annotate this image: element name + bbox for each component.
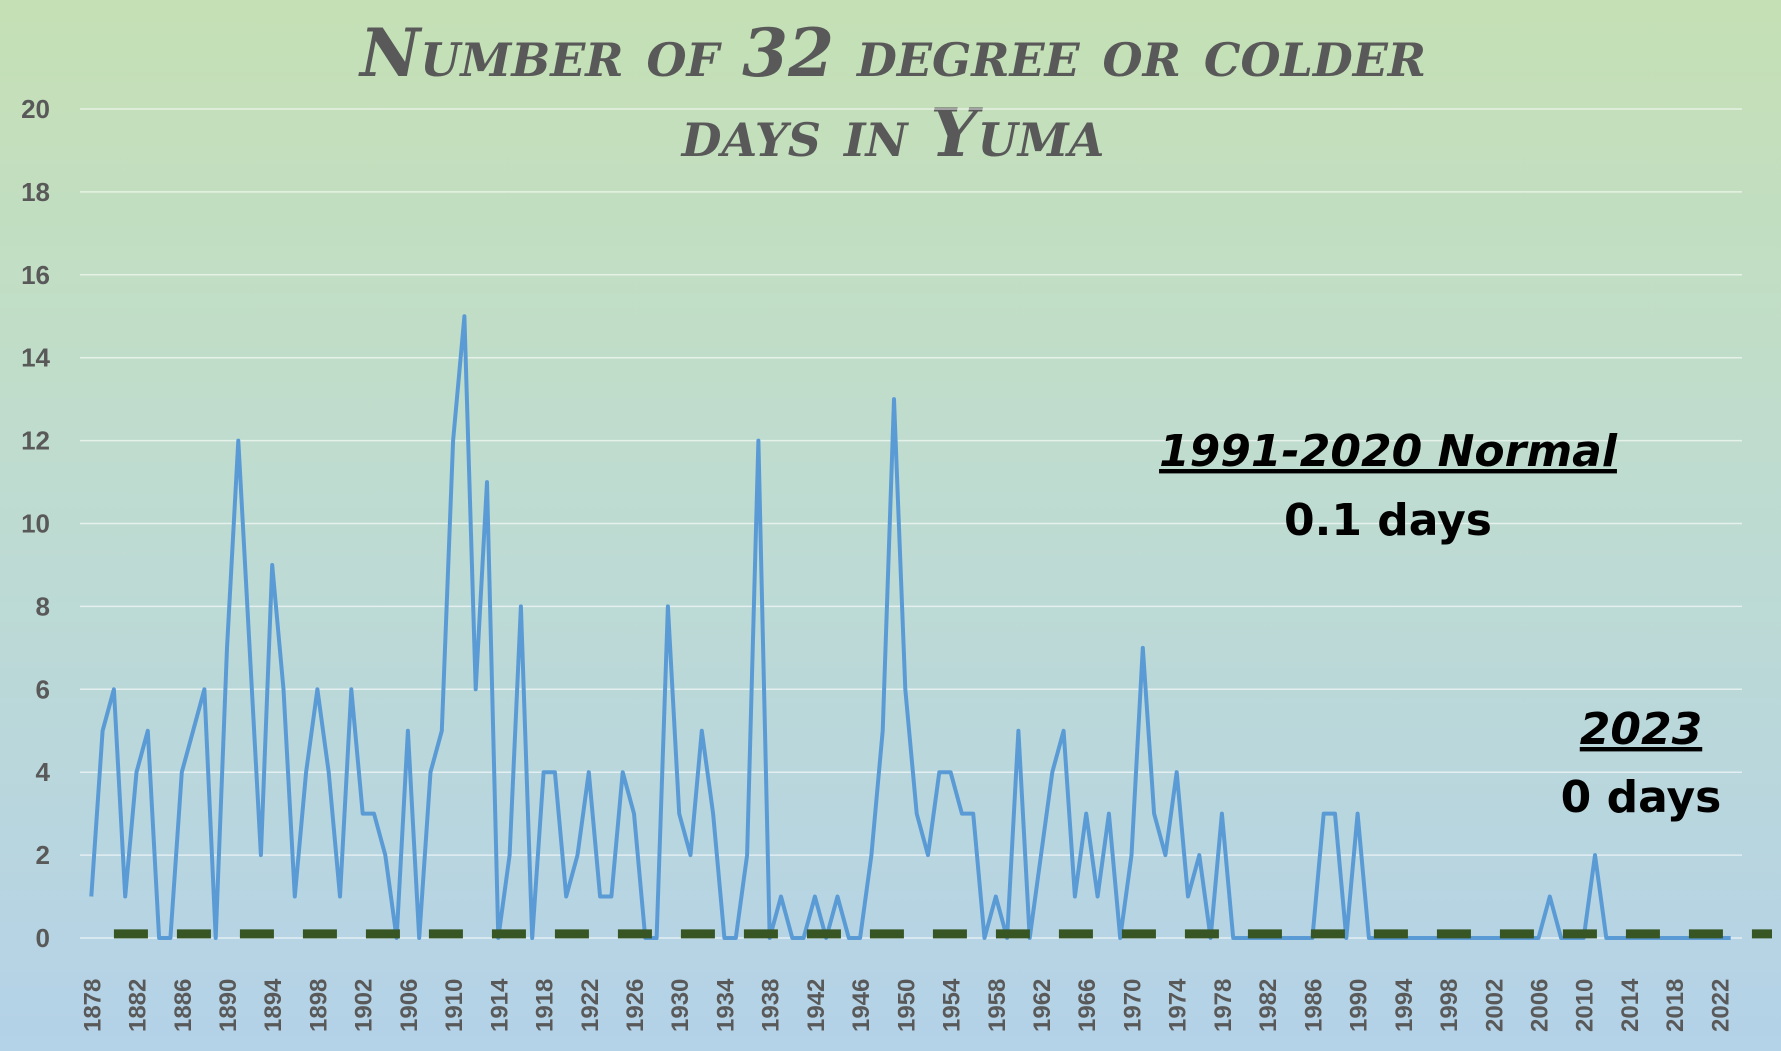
y-tick-label-10: 10 <box>21 509 50 539</box>
x-tick-label-2022: 2022 <box>1707 979 1734 1032</box>
normal-annotation-heading: 1991-2020 Normal <box>1159 426 1618 477</box>
chart-title-line-2: days in Yuma <box>680 94 1105 172</box>
x-tick-label-1930: 1930 <box>667 979 694 1032</box>
x-tick-label-1942: 1942 <box>803 979 830 1032</box>
y-tick-label-8: 8 <box>36 591 50 621</box>
x-tick-label-1962: 1962 <box>1029 979 1056 1032</box>
x-tick-label-1878: 1878 <box>79 979 106 1032</box>
y-tick-label-20: 20 <box>21 94 50 124</box>
x-tick-label-1886: 1886 <box>170 979 197 1032</box>
x-tick-label-1986: 1986 <box>1300 979 1327 1032</box>
x-tick-label-1950: 1950 <box>893 979 920 1032</box>
y-axis-ticks: 0 2 4 6 8 10 12 14 16 18 20 <box>21 94 50 953</box>
x-tick-label-1910: 1910 <box>441 979 468 1032</box>
x-tick-label-1946: 1946 <box>848 979 875 1032</box>
y-tick-label-2: 2 <box>36 840 50 870</box>
series-layer <box>89 314 1772 940</box>
x-tick-label-1922: 1922 <box>577 979 604 1032</box>
x-tick-label-1914: 1914 <box>486 978 513 1032</box>
x-tick-label-1974: 1974 <box>1165 978 1192 1032</box>
y-tick-label-18: 18 <box>21 177 50 207</box>
current-year-annotation-value: 0 days <box>1561 772 1722 823</box>
x-tick-label-1966: 1966 <box>1074 979 1101 1032</box>
x-tick-label-1938: 1938 <box>758 979 785 1032</box>
normal-annotation-value: 0.1 days <box>1284 495 1492 546</box>
y-tick-label-14: 14 <box>21 343 50 373</box>
y-tick-label-0: 0 <box>36 923 50 953</box>
x-tick-label-1894: 1894 <box>260 978 287 1032</box>
y-tick-label-16: 16 <box>21 260 50 290</box>
x-tick-label-2018: 2018 <box>1662 979 1689 1032</box>
x-tick-label-1906: 1906 <box>396 979 423 1032</box>
x-tick-label-1994: 1994 <box>1391 978 1418 1032</box>
x-tick-label-1934: 1934 <box>712 978 739 1032</box>
current-year-annotation-heading: 2023 <box>1580 704 1702 755</box>
x-axis-ticks: 1878 1882 1886 1890 1894 1898 1902 1906 1910 1914… <box>79 978 1734 1032</box>
y-tick-label-6: 6 <box>36 674 50 704</box>
x-tick-label-2010: 2010 <box>1572 979 1599 1032</box>
y-tick-label-4: 4 <box>36 757 51 787</box>
y-tick-label-12: 12 <box>21 426 50 456</box>
x-tick-label-1982: 1982 <box>1255 979 1282 1032</box>
x-tick-label-1882: 1882 <box>125 979 152 1032</box>
x-tick-label-1902: 1902 <box>351 979 378 1032</box>
current-year-annotation: 2023 0 days <box>1561 704 1722 823</box>
series-line-days <box>89 314 1731 940</box>
x-tick-label-1918: 1918 <box>532 979 559 1032</box>
chart-title-line-1: Number of 32 degree or colder <box>358 14 1426 92</box>
x-tick-label-1958: 1958 <box>984 979 1011 1032</box>
x-tick-label-1970: 1970 <box>1119 979 1146 1032</box>
x-tick-label-1998: 1998 <box>1436 979 1463 1032</box>
x-tick-label-2014: 2014 <box>1617 978 1644 1032</box>
x-tick-label-2006: 2006 <box>1526 979 1553 1032</box>
gridlines <box>80 108 1742 939</box>
x-tick-label-1926: 1926 <box>622 979 649 1032</box>
x-tick-label-1898: 1898 <box>305 979 332 1032</box>
normal-annotation: 1991-2020 Normal 0.1 days <box>1159 426 1618 546</box>
x-tick-label-2002: 2002 <box>1481 979 1508 1032</box>
x-tick-label-1978: 1978 <box>1210 979 1237 1032</box>
x-tick-label-1954: 1954 <box>939 978 966 1032</box>
x-tick-label-1990: 1990 <box>1346 979 1373 1032</box>
x-tick-label-1890: 1890 <box>215 979 242 1032</box>
